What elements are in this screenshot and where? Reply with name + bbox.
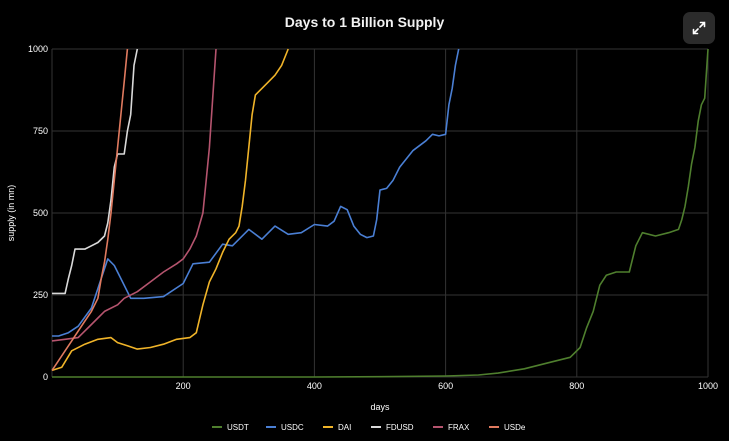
legend-item-frax[interactable]: FRAX xyxy=(433,423,470,432)
series-lines xyxy=(51,48,709,378)
axes: supply (in mn) days 0 250 500 750 1000 200 400… xyxy=(6,44,718,412)
y-tick-label: 1000 xyxy=(28,44,48,54)
legend-label: USDC xyxy=(281,423,304,432)
x-tick-label: 800 xyxy=(569,381,584,391)
legend-item-dai[interactable]: DAI xyxy=(323,423,351,432)
legend-item-usdt[interactable]: USDT xyxy=(212,423,249,432)
y-tick-label: 250 xyxy=(33,290,48,300)
y-axis-label: supply (in mn) xyxy=(6,185,16,242)
x-tick-label: 600 xyxy=(438,381,453,391)
legend-label: USDT xyxy=(227,423,249,432)
legend-item-usde[interactable]: USDe xyxy=(489,423,526,432)
legend-item-fdusd[interactable]: FDUSD xyxy=(371,423,414,432)
x-tick-label: 1000 xyxy=(698,381,718,391)
legend-label: FDUSD xyxy=(386,423,414,432)
chart-title: Days to 1 Billion Supply xyxy=(284,14,445,30)
x-tick-label: 200 xyxy=(176,381,191,391)
series-line-frax xyxy=(51,48,217,342)
y-tick-label: 500 xyxy=(33,208,48,218)
legend-label: DAI xyxy=(338,423,351,432)
y-tick-label: 0 xyxy=(43,372,48,382)
grid-lines xyxy=(51,48,709,378)
legend-item-usdc[interactable]: USDC xyxy=(266,423,304,432)
x-tick-label: 400 xyxy=(307,381,322,391)
x-axis-label: days xyxy=(370,402,390,412)
series-line-usdc xyxy=(52,48,460,337)
legend-label: FRAX xyxy=(448,423,470,432)
y-tick-label: 750 xyxy=(33,126,48,136)
series-line-dai xyxy=(51,48,289,372)
series-line-usdt xyxy=(52,48,709,378)
series-line-usde xyxy=(51,48,129,371)
legend: USDT USDC DAI FDUSD FRAX USDe xyxy=(212,423,526,432)
expand-button[interactable] xyxy=(683,12,715,44)
series-line-fdusd xyxy=(52,48,139,295)
legend-label: USDe xyxy=(504,423,526,432)
expand-arrows-icon xyxy=(692,21,706,35)
